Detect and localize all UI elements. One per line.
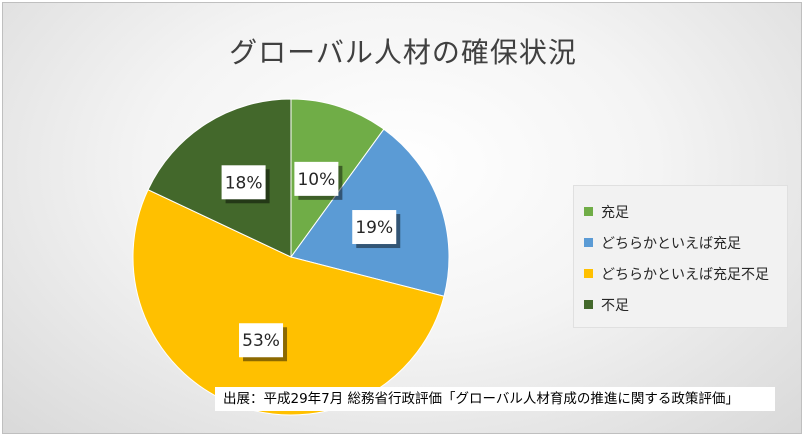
legend-label-2: どちらかといえば充足不足 [601, 266, 769, 283]
data-label-text-1: 19% [355, 218, 393, 238]
legend-label-1: どちらかといえば充足 [601, 235, 741, 252]
legend: 充足 どちらかといえば充足 どちらかといえば充足不足 不足 [573, 185, 788, 328]
data-label-3: 18% [221, 165, 270, 204]
data-label-1: 19% [352, 210, 401, 249]
legend-item-3: 不足 [584, 289, 787, 320]
data-label-2: 53% [239, 323, 288, 362]
pie-chart: 10% 19% 53% 18% [132, 98, 450, 416]
legend-swatch-1 [584, 238, 593, 247]
legend-label-3: 不足 [601, 297, 629, 314]
pie-slice-3 [147, 98, 292, 258]
legend-item-0: 充足 [584, 196, 787, 227]
legend-item-2: どちらかといえば充足不足 [584, 258, 787, 289]
data-label-text-0: 10% [297, 170, 335, 190]
legend-item-1: どちらかといえば充足 [584, 227, 787, 258]
data-label-text-2: 53% [242, 331, 280, 351]
chart-title: グローバル人材の確保状況 [229, 36, 577, 69]
legend-swatch-3 [584, 300, 593, 309]
data-label-0: 10% [294, 161, 343, 200]
source-note: 出展：平成29年7月 総務省行政評価「グローバル人材育成の推進に関する政策評価」 [215, 387, 775, 411]
legend-label-0: 充足 [601, 204, 629, 221]
legend-swatch-2 [584, 269, 593, 278]
data-label-text-3: 18% [225, 173, 263, 193]
legend-swatch-0 [584, 207, 593, 216]
